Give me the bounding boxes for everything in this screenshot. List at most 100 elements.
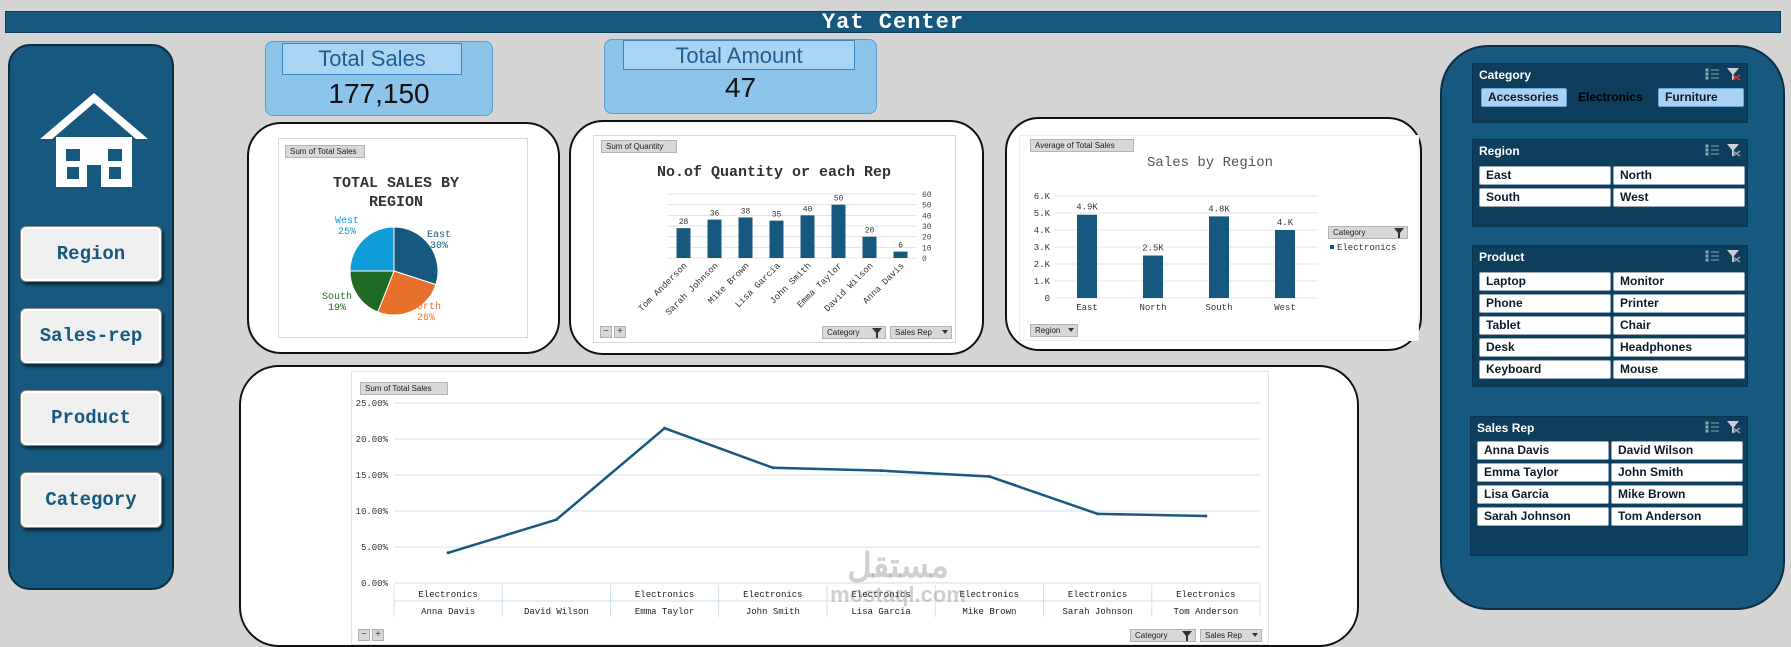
rep-bar-sarah-johnson[interactable]: [707, 219, 722, 258]
rep-bar-tom-anderson[interactable]: [676, 228, 691, 258]
rep-field-button[interactable]: Sum of Quantity: [601, 140, 677, 153]
clear-filter-icon: [1727, 144, 1741, 157]
line-field-button[interactable]: Sum of Total Sales: [360, 382, 448, 395]
slicer-item-sarah-johnson[interactable]: Sarah Johnson: [1477, 507, 1609, 526]
line-ytick: 15.00%: [356, 471, 389, 481]
rep-sales-rep-filter[interactable]: Sales Rep: [890, 326, 952, 339]
slicer-item-lisa-garcia[interactable]: Lisa Garcia: [1477, 485, 1609, 504]
slicer-item-west[interactable]: West: [1613, 188, 1745, 207]
line-sales-rep-filter[interactable]: Sales Rep: [1200, 629, 1262, 642]
slicer-item-electronics[interactable]: Electronics: [1578, 90, 1643, 104]
pie-slice-west[interactable]: [349, 226, 395, 272]
line-xtick-john-smith: John Smith: [746, 607, 800, 617]
slicer-item-headphones[interactable]: Headphones: [1613, 338, 1745, 357]
clear-filter-icon: [1727, 250, 1741, 263]
category-slicer: Category Accessories Electronics Furnitu…: [1472, 63, 1748, 123]
multi-select-icon: [1705, 250, 1719, 262]
total-amount-card: Total Amount 47: [604, 39, 877, 114]
slicer-item-chair[interactable]: Chair: [1613, 316, 1745, 335]
watermark-latin: mostaql.com: [830, 582, 966, 607]
slicer-item-tablet[interactable]: Tablet: [1479, 316, 1611, 335]
region-xtick-south: South: [1205, 303, 1232, 313]
region-bar-west[interactable]: [1275, 230, 1295, 298]
slicer-item-desk[interactable]: Desk: [1479, 338, 1611, 357]
nav-button-sales-rep[interactable]: Sales-rep: [20, 308, 162, 364]
pie-pct-north: 26%: [417, 313, 435, 324]
line-chart-card: Sum of Total Sales 25.00% 20.00% 15.00% 10.…: [239, 365, 1359, 647]
slicer-item-david-wilson[interactable]: David Wilson: [1611, 441, 1743, 460]
rep-bar-value: 40: [803, 205, 813, 214]
slicer-item-emma-taylor[interactable]: Emma Taylor: [1477, 463, 1609, 482]
rep-category-filter[interactable]: Category: [822, 326, 886, 339]
rep-bar-value: 36: [710, 210, 720, 219]
dashboard-title: Yat Center: [5, 11, 1781, 34]
slicer-item-furniture[interactable]: Furniture: [1658, 88, 1744, 107]
rep-bar-john-smith[interactable]: [800, 215, 815, 258]
slicer-item-printer[interactable]: Printer: [1613, 294, 1745, 313]
slicer-item-accessories[interactable]: Accessories: [1481, 88, 1567, 107]
line-category-filter[interactable]: Category: [1130, 629, 1196, 642]
slicer-item-phone[interactable]: Phone: [1479, 294, 1611, 313]
line-ytick: 5.00%: [361, 543, 389, 553]
collapse-button[interactable]: −: [358, 629, 370, 641]
rep-bar-anna-davis[interactable]: [893, 251, 908, 258]
region-bar-chart-svg: Sales by Region 6.K 5.K 4.K 3.K 2.K 1.K 0 4.9K…: [1034, 155, 1397, 313]
watermark-arabic: مستقل: [847, 547, 949, 585]
region-slicer-title: Region: [1479, 144, 1520, 158]
rep-bar-emma-taylor[interactable]: [831, 204, 846, 258]
filter-icon: [872, 328, 882, 338]
pie-slice-south[interactable]: [349, 270, 395, 313]
region-bar-value: 4.K: [1277, 218, 1294, 228]
slicer-item-north[interactable]: North: [1613, 166, 1745, 185]
expand-button[interactable]: +: [614, 326, 626, 338]
sales-rep-slicer: Sales Rep Anna Davis David Wilson Emma T…: [1470, 416, 1748, 556]
pie-field-button[interactable]: Sum of Total Sales: [285, 145, 365, 158]
total-sales-value: 177,150: [328, 78, 430, 109]
line-xgroup-label: Electronics: [418, 590, 477, 600]
pie-chart-frame: Sum of Total Sales TOTAL SALES BY REGION…: [278, 138, 528, 338]
rep-bar-david-wilson[interactable]: [862, 236, 877, 258]
pie-label-south: South: [322, 291, 352, 303]
slicer-item-keyboard[interactable]: Keyboard: [1479, 360, 1611, 379]
pie-slice-east[interactable]: [393, 226, 439, 286]
nav-button-category[interactable]: Category: [20, 472, 162, 528]
rep-bar-lisa-garcia[interactable]: [769, 220, 784, 258]
filter-icon: [1182, 631, 1192, 641]
line-xtick-emma-taylor: Emma Taylor: [635, 607, 694, 617]
watermark: مستقل mostaql.com: [808, 548, 988, 606]
line-series[interactable]: [447, 426, 1206, 554]
clear-filter-icon: [1727, 421, 1741, 434]
rep-bar-mike-brown[interactable]: [738, 217, 753, 258]
slicer-item-laptop[interactable]: Laptop: [1479, 272, 1611, 291]
slicer-item-monitor[interactable]: Monitor: [1613, 272, 1745, 291]
dropdown-arrow-icon: [1252, 633, 1258, 637]
collapse-button[interactable]: −: [600, 326, 612, 338]
expand-button[interactable]: +: [372, 629, 384, 641]
line-ytick: 25.00%: [356, 399, 389, 409]
rep-xtick-sarah-johnson: Sarah Johnson: [664, 261, 721, 318]
region-bar-south[interactable]: [1209, 216, 1229, 298]
slicer-item-tom-anderson[interactable]: Tom Anderson: [1611, 507, 1743, 526]
home-icon[interactable]: [36, 89, 152, 189]
slicer-item-john-smith[interactable]: John Smith: [1611, 463, 1743, 482]
nav-button-product[interactable]: Product: [20, 390, 162, 446]
product-slicer-title: Product: [1479, 250, 1525, 264]
pie-slice-north[interactable]: [377, 270, 437, 316]
nav-button-region[interactable]: Region: [20, 226, 162, 282]
line-ytick: 10.00%: [356, 507, 389, 517]
slicer-item-south[interactable]: South: [1479, 188, 1611, 207]
slicer-item-anna-davis[interactable]: Anna Davis: [1477, 441, 1609, 460]
region-ytick: 5.K: [1034, 209, 1051, 219]
slicer-item-mouse[interactable]: Mouse: [1613, 360, 1745, 379]
region-field-button[interactable]: Average of Total Sales: [1030, 139, 1134, 152]
region-filter-button[interactable]: Region: [1030, 324, 1078, 337]
slicer-item-east[interactable]: East: [1479, 166, 1611, 185]
region-category-filter[interactable]: Category: [1328, 226, 1408, 239]
region-xtick-west: West: [1274, 303, 1296, 313]
region-bar-east[interactable]: [1077, 214, 1097, 298]
slicer-icons: [1705, 144, 1741, 157]
line-chart-svg: 25.00% 20.00% 15.00% 10.00% 5.00% 0.00% Elect…: [356, 399, 1261, 617]
slicer-item-mike-brown[interactable]: Mike Brown: [1611, 485, 1743, 504]
region-bar-north[interactable]: [1143, 255, 1163, 299]
